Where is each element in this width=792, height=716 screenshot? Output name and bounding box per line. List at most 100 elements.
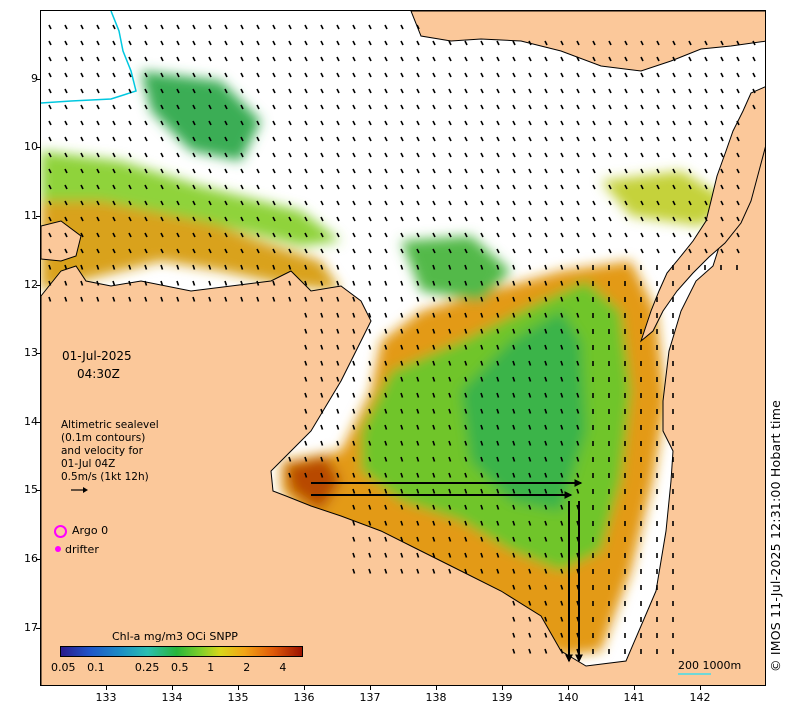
velocity-arrow	[576, 40, 580, 46]
velocity-arrow	[576, 328, 580, 334]
velocity-arrow	[96, 72, 100, 78]
velocity-arrow	[400, 408, 404, 414]
velocity-arrow	[544, 168, 548, 174]
velocity-arrow	[160, 152, 164, 158]
velocity-arrow	[560, 440, 564, 446]
velocity-arrow	[480, 88, 484, 94]
velocity-arrow	[720, 104, 724, 110]
velocity-arrow	[512, 536, 516, 542]
velocity-arrow	[80, 104, 84, 110]
velocity-arrow	[432, 472, 436, 478]
velocity-arrow	[80, 264, 84, 270]
velocity-arrow	[528, 104, 532, 110]
velocity-arrow	[448, 72, 452, 78]
velocity-arrow	[96, 200, 100, 206]
velocity-arrow	[496, 200, 500, 206]
velocity-arrow	[400, 72, 404, 78]
velocity-arrow	[592, 168, 596, 174]
velocity-arrow	[464, 296, 468, 302]
velocity-arrow	[272, 24, 276, 30]
velocity-arrow	[576, 344, 580, 350]
velocity-arrow	[368, 376, 372, 382]
velocity-arrow	[128, 136, 132, 142]
velocity-arrow	[544, 120, 548, 126]
velocity-arrow	[336, 360, 340, 366]
velocity-arrow	[80, 216, 84, 222]
velocity-arrow	[176, 264, 180, 270]
lon-tick-label: 140	[557, 691, 579, 704]
velocity-arrow	[112, 72, 116, 78]
velocity-arrow	[544, 392, 548, 398]
velocity-arrow	[448, 376, 452, 382]
velocity-arrow	[624, 184, 628, 190]
velocity-arrow	[240, 56, 244, 62]
velocity-arrow	[496, 392, 500, 398]
velocity-arrow	[256, 168, 260, 174]
velocity-arrow	[576, 408, 580, 414]
velocity-arrow	[496, 376, 500, 382]
velocity-arrow	[48, 184, 52, 190]
velocity-arrow	[224, 232, 228, 238]
velocity-arrow	[464, 488, 468, 494]
velocity-arrow	[576, 120, 580, 126]
velocity-arrow	[416, 520, 420, 526]
velocity-arrow	[48, 200, 52, 206]
velocity-arrow	[512, 120, 516, 126]
velocity-arrow	[480, 408, 484, 414]
velocity-arrow	[208, 152, 212, 158]
velocity-arrow	[608, 88, 612, 94]
velocity-arrow	[736, 120, 740, 126]
velocity-arrow	[464, 136, 468, 142]
velocity-arrow	[416, 216, 420, 222]
velocity-arrow	[208, 168, 212, 174]
velocity-arrow	[368, 360, 372, 366]
velocity-arrow	[496, 56, 500, 62]
velocity-arrow	[64, 296, 68, 302]
velocity-arrow	[736, 40, 740, 46]
velocity-arrow	[352, 488, 356, 494]
velocity-arrow	[576, 456, 580, 462]
velocity-arrow	[528, 296, 532, 302]
velocity-arrow	[496, 344, 500, 350]
velocity-arrow	[608, 104, 612, 110]
velocity-arrow	[496, 104, 500, 110]
velocity-arrow	[224, 296, 228, 302]
velocity-arrow	[400, 376, 404, 382]
velocity-arrow	[512, 88, 516, 94]
velocity-arrow	[752, 56, 756, 62]
map-panel	[40, 10, 766, 686]
velocity-arrow	[480, 248, 484, 254]
velocity-arrow	[464, 120, 468, 126]
velocity-arrow	[656, 168, 660, 174]
velocity-arrow	[352, 568, 356, 574]
velocity-arrow	[432, 72, 436, 78]
lon-tick-label: 134	[161, 691, 183, 704]
velocity-arrow	[560, 264, 564, 270]
velocity-arrow	[496, 328, 500, 334]
velocity-arrow	[272, 200, 276, 206]
velocity-arrow	[416, 232, 420, 238]
land-layer	[41, 11, 765, 685]
velocity-arrow	[432, 568, 436, 574]
velocity-arrow	[512, 232, 516, 238]
velocity-arrow	[688, 88, 692, 94]
velocity-arrow	[400, 296, 404, 302]
velocity-arrow	[336, 200, 340, 206]
velocity-arrow	[432, 104, 436, 110]
velocity-arrow	[336, 56, 340, 62]
velocity-arrow	[512, 136, 516, 142]
velocity-arrow	[624, 104, 628, 110]
velocity-arrow	[352, 216, 356, 222]
lon-tick-label: 136	[293, 691, 315, 704]
velocity-arrow	[432, 504, 436, 510]
current-lines	[311, 479, 583, 663]
velocity-arrow	[544, 344, 548, 350]
legend-line-5: 0.5m/s (1kt 12h)	[61, 471, 149, 483]
velocity-arrow	[512, 280, 516, 286]
velocity-arrow	[464, 56, 468, 62]
velocity-arrow	[624, 120, 628, 126]
velocity-arrow	[704, 152, 708, 158]
velocity-arrow	[96, 248, 100, 254]
velocity-arrow	[384, 104, 388, 110]
velocity-arrow	[704, 248, 708, 254]
